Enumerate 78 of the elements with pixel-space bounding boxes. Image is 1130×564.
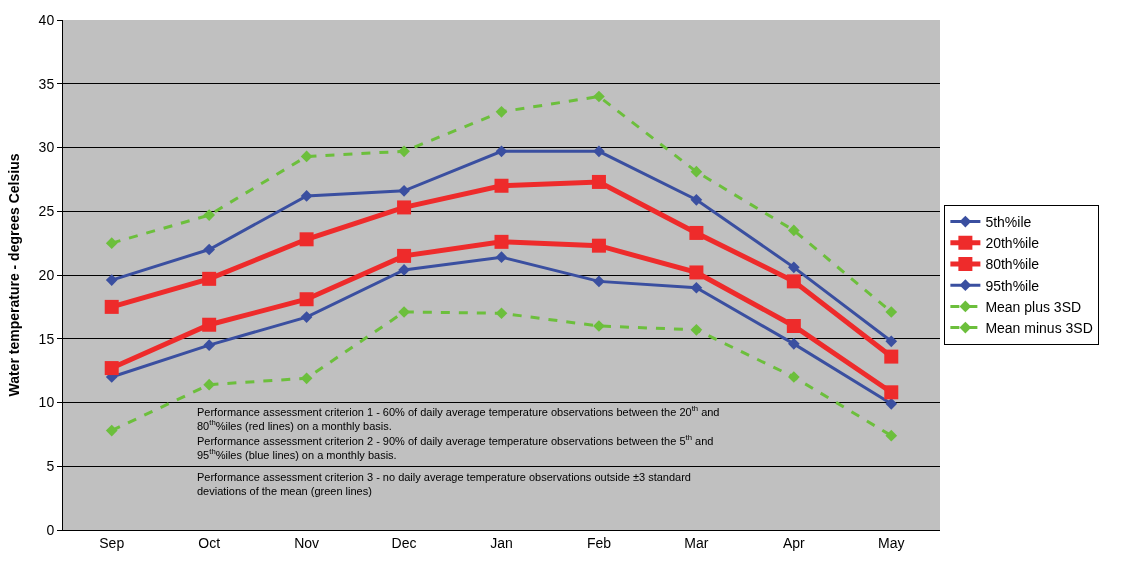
point <box>300 372 313 385</box>
point <box>105 424 118 437</box>
y-axis-title: Water temperature - degrees Celsius <box>6 153 23 397</box>
point <box>495 105 508 118</box>
y-tick-label: 35 <box>38 75 55 92</box>
point <box>105 237 118 249</box>
y-tick-label: 20 <box>38 266 55 283</box>
point <box>300 150 313 163</box>
point <box>786 319 801 333</box>
point <box>787 371 800 383</box>
point <box>495 145 508 158</box>
point <box>397 200 412 215</box>
x-tick-label: Sep <box>99 534 125 551</box>
x-tick-label: Jan <box>490 534 513 551</box>
point <box>203 243 216 256</box>
point <box>884 349 899 364</box>
legend-label: 95th%ile <box>985 277 1040 294</box>
x-tick-label: May <box>878 534 905 551</box>
point <box>397 248 412 263</box>
point <box>593 90 605 103</box>
legend-label: 5th%ile <box>985 214 1032 231</box>
point <box>104 361 119 376</box>
y-tick-label: 25 <box>38 203 55 220</box>
y-tick-label: 5 <box>46 458 55 475</box>
point <box>690 323 703 336</box>
point <box>593 275 605 288</box>
point <box>300 311 313 323</box>
point <box>202 271 217 286</box>
point <box>690 281 703 294</box>
point <box>203 209 216 221</box>
legend-label: Mean minus 3SD <box>985 320 1093 337</box>
point <box>398 185 410 197</box>
point <box>203 378 216 391</box>
point <box>105 274 118 286</box>
text: Performance assessment criterion 2 - 90% of daily average temperature observations between the 5$^{th}$ and 95$^{th}$%iles (blue lines) on a monthly basis. <box>197 433 714 461</box>
point <box>104 299 119 314</box>
x-tick-label: Feb <box>586 534 612 551</box>
point <box>885 429 898 442</box>
point <box>885 306 898 318</box>
point <box>299 292 314 307</box>
x-tick-label: Apr <box>782 534 806 551</box>
x-tick-label: Mar <box>684 534 709 551</box>
point <box>690 165 703 178</box>
point <box>593 145 605 158</box>
legend-label: 80th%ile <box>985 256 1040 273</box>
y-tick-label: 40 <box>38 11 55 28</box>
x-tick-label: Nov <box>294 534 320 551</box>
point <box>591 174 606 189</box>
legend-label: 20th%ile <box>985 235 1040 252</box>
point <box>884 385 899 400</box>
point <box>689 265 704 280</box>
point <box>786 274 801 289</box>
point <box>690 193 703 206</box>
y-tick-label: 0 <box>46 521 55 538</box>
point <box>398 145 410 158</box>
point <box>299 232 314 247</box>
y-tick-label: 15 <box>38 330 55 347</box>
point <box>591 238 606 253</box>
y-tick-label: 10 <box>38 394 55 411</box>
point <box>398 264 410 276</box>
point <box>300 190 313 202</box>
x-tick-label: Dec <box>391 534 417 551</box>
y-tick-label: 30 <box>38 139 55 156</box>
point <box>689 225 704 240</box>
annotation: Performance assessment criterion 3 - no daily average temperature observations outside ±3 standard deviations of the mean (green lines) <box>197 471 691 498</box>
text: Performance assessment criterion 1 - 60% of daily average temperature observations between the 20$^{th}$ and 80$^{th}$%iles (red lines) on a monthly basis. <box>197 404 720 432</box>
point <box>787 338 800 350</box>
point <box>203 339 216 351</box>
point <box>202 317 217 332</box>
x-tick-label: Oct <box>198 534 221 551</box>
point <box>495 251 508 263</box>
point <box>885 335 898 348</box>
point <box>494 234 509 249</box>
point <box>787 261 800 274</box>
point <box>787 224 800 237</box>
legend-label: Mean plus 3SD <box>985 298 1082 315</box>
point <box>495 307 508 320</box>
point <box>494 178 509 193</box>
